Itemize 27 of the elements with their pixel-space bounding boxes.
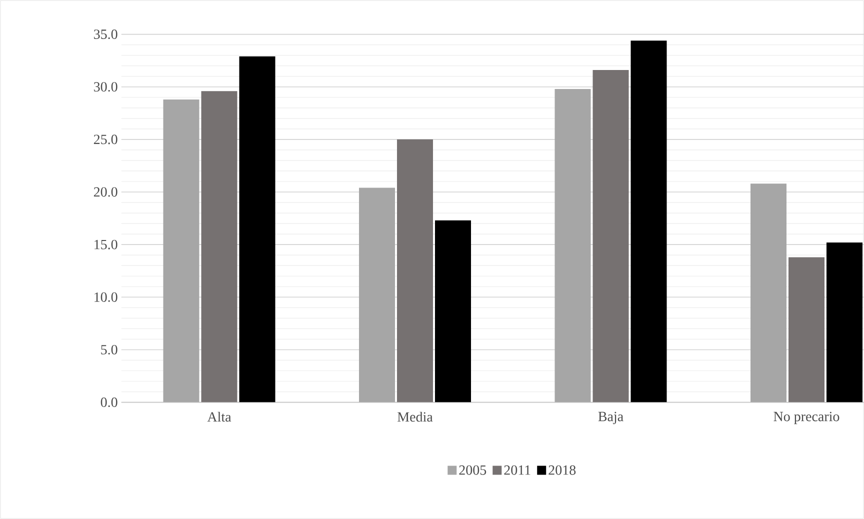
y-tick-label: 15.0 <box>94 240 118 250</box>
y-tick-label: 10.0 <box>94 292 118 302</box>
y-tick-label: 5.0 <box>101 344 118 354</box>
bar <box>630 40 667 402</box>
bar <box>396 139 433 402</box>
y-tick-label: 25.0 <box>94 134 118 144</box>
bar <box>434 220 471 402</box>
legend-label: 2011 <box>504 465 530 475</box>
bar <box>788 257 824 402</box>
x-tick-label: No precario <box>774 412 840 424</box>
y-tick-label: 0.0 <box>100 398 118 408</box>
y-tick-label: 20.0 <box>94 187 118 197</box>
legend-label: 2005 <box>459 465 486 475</box>
bar <box>592 70 629 402</box>
x-tick-label: Baja <box>598 412 624 424</box>
x-tick-label: Alta <box>207 412 232 422</box>
bar <box>163 99 200 402</box>
bar <box>239 56 276 402</box>
bar <box>554 88 591 402</box>
bar <box>358 188 395 402</box>
y-tick-label: 30.0 <box>94 82 118 92</box>
legend-label: 2018 <box>548 465 576 475</box>
bar <box>826 242 862 402</box>
x-tick-label: Media <box>398 412 433 422</box>
bar <box>201 91 238 402</box>
y-tick-label: 35.0 <box>94 30 118 40</box>
bar <box>750 184 786 402</box>
